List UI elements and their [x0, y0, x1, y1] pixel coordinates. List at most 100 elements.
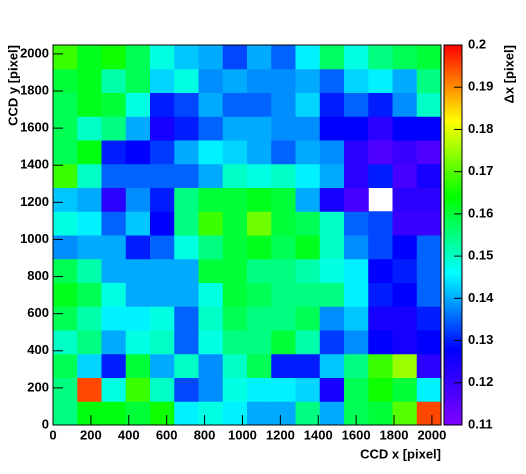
cell — [416, 68, 442, 93]
cell — [53, 92, 78, 117]
cell — [271, 306, 296, 331]
cell — [101, 353, 127, 378]
cell — [247, 330, 272, 355]
cell — [198, 163, 224, 188]
y-axis-title: CCD y [pixel] — [5, 45, 20, 126]
cell — [392, 140, 418, 165]
cell — [392, 45, 418, 70]
cell — [150, 45, 175, 70]
cell — [53, 140, 78, 165]
cell — [77, 92, 102, 117]
cell — [101, 45, 127, 70]
cell — [344, 282, 369, 307]
cell — [174, 68, 199, 93]
cell — [222, 330, 248, 355]
x-tick-label: 400 — [118, 427, 140, 442]
cell — [53, 377, 78, 402]
cell — [319, 140, 345, 165]
cell — [247, 163, 272, 188]
cell — [150, 163, 175, 188]
cell — [344, 211, 369, 236]
cell — [295, 187, 321, 212]
cell — [77, 401, 102, 426]
cell — [150, 401, 175, 426]
cell — [174, 211, 199, 236]
cell — [77, 68, 102, 93]
cell — [222, 211, 248, 236]
cell — [295, 92, 321, 117]
colorbar-tick-label: 0.2 — [468, 36, 486, 51]
cell — [198, 92, 224, 117]
cell — [271, 116, 296, 141]
cell — [416, 163, 442, 188]
cell — [222, 282, 248, 307]
cell — [150, 92, 175, 117]
cell — [319, 282, 345, 307]
cell — [198, 377, 224, 402]
cell — [344, 92, 369, 117]
cell — [101, 235, 127, 260]
cell — [53, 353, 78, 378]
cell — [101, 330, 127, 355]
cell — [295, 116, 321, 141]
cell — [222, 45, 248, 70]
cell — [271, 353, 296, 378]
cell — [271, 401, 296, 426]
cell — [53, 163, 78, 188]
cell — [222, 163, 248, 188]
cell — [344, 306, 369, 331]
cell — [198, 68, 224, 93]
cell — [198, 140, 224, 165]
cell — [53, 68, 78, 93]
cell — [368, 377, 393, 402]
cell — [198, 187, 224, 212]
cell — [319, 353, 345, 378]
cell — [125, 377, 151, 402]
cell — [416, 92, 442, 117]
cell — [344, 68, 369, 93]
cell — [247, 401, 272, 426]
cell — [247, 353, 272, 378]
cell — [198, 401, 224, 426]
cell — [344, 140, 369, 165]
cell — [101, 92, 127, 117]
colorbar-title: Δx [pixel] — [501, 45, 516, 103]
cell — [101, 282, 127, 307]
colorbar-tick-label: 0.14 — [468, 290, 494, 305]
cell — [174, 116, 199, 141]
cell — [319, 187, 345, 212]
cell — [53, 401, 78, 426]
y-tick-label: 400 — [27, 342, 49, 357]
cell — [150, 140, 175, 165]
cell — [295, 163, 321, 188]
y-tick-label: 1400 — [20, 157, 49, 172]
cell — [416, 211, 442, 236]
cell — [295, 377, 321, 402]
cell — [174, 92, 199, 117]
cell — [150, 211, 175, 236]
cell — [53, 235, 78, 260]
cell — [416, 377, 442, 402]
cell — [101, 163, 127, 188]
cell — [77, 140, 102, 165]
cell — [125, 68, 151, 93]
cell — [222, 401, 248, 426]
cell — [125, 45, 151, 70]
cell — [319, 377, 345, 402]
cell — [271, 45, 296, 70]
cell — [319, 45, 345, 70]
cell — [319, 330, 345, 355]
cell — [319, 235, 345, 260]
cell — [271, 68, 296, 93]
cell — [125, 330, 151, 355]
cell — [222, 187, 248, 212]
y-tick-label: 1000 — [20, 231, 49, 246]
cell — [368, 140, 393, 165]
cell — [392, 116, 418, 141]
cell — [125, 282, 151, 307]
cell — [125, 163, 151, 188]
cell — [125, 92, 151, 117]
cell — [271, 140, 296, 165]
cell — [368, 353, 393, 378]
x-tick-label: 200 — [80, 427, 102, 442]
